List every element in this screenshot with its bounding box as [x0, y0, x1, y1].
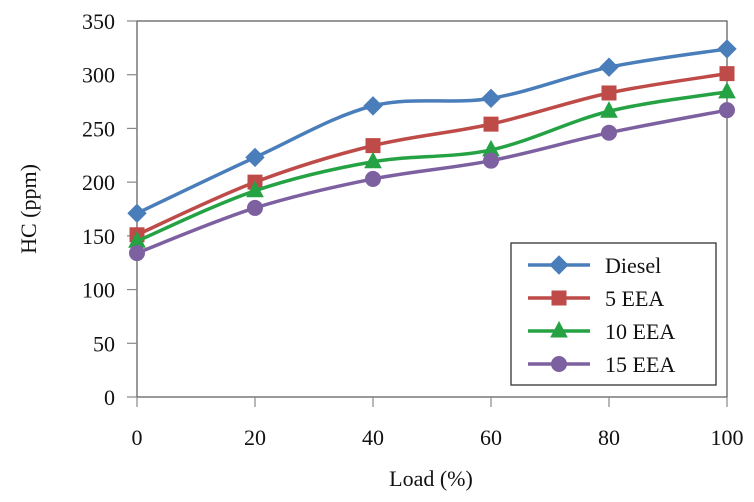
series-line-15-eea — [136, 108, 728, 255]
y-tick-label: 100 — [82, 278, 115, 303]
data-point-diesel — [127, 203, 147, 224]
x-tick-label: 40 — [362, 425, 384, 450]
y-tick-label: 300 — [82, 63, 115, 88]
legend-item-diesel: Diesel — [528, 253, 661, 278]
x-tick-label: 100 — [711, 425, 744, 450]
data-point-15-eea — [247, 199, 263, 216]
legend-item-15-eea: 15 EEA — [528, 352, 675, 377]
legend-label: 5 EEA — [605, 286, 664, 311]
x-axis-label: Load (%) — [389, 466, 473, 491]
series-line-10-eea — [136, 90, 728, 243]
x-tick-label: 20 — [244, 425, 266, 450]
data-point-10-eea — [364, 151, 382, 169]
x-tick-label: 80 — [598, 425, 620, 450]
data-point-5-eea — [483, 116, 499, 132]
series-line-diesel — [136, 47, 728, 215]
legend-label: Diesel — [605, 253, 661, 278]
legend-marker-icon — [551, 356, 567, 372]
x-tick-label: 60 — [480, 425, 502, 450]
y-tick-label: 150 — [82, 224, 115, 249]
series-15-eea — [129, 102, 735, 262]
data-point-10-eea — [246, 180, 264, 198]
data-point-15-eea — [601, 124, 617, 141]
data-point-15-eea — [129, 245, 145, 262]
y-tick-label: 200 — [82, 170, 115, 195]
y-axis-label: HC (ppm) — [16, 164, 41, 254]
data-point-15-eea — [719, 102, 735, 119]
data-point-diesel — [245, 147, 265, 168]
data-point-diesel — [481, 88, 501, 109]
y-tick-label: 350 — [82, 9, 115, 34]
y-tick-label: 50 — [93, 331, 115, 356]
data-point-5-eea — [601, 85, 617, 101]
legend-item-10-eea: 10 EEA — [528, 319, 675, 344]
legend-marker-icon — [549, 255, 569, 275]
legend-label: 15 EEA — [605, 352, 675, 377]
data-point-diesel — [599, 57, 619, 77]
legend-item-5-eea: 5 EEA — [528, 286, 664, 311]
series-diesel — [127, 39, 737, 224]
x-tick-label: 0 — [132, 425, 143, 450]
series-10-eea — [128, 81, 736, 248]
y-tick-label: 0 — [104, 385, 115, 410]
legend-label: 10 EEA — [605, 319, 675, 344]
data-point-10-eea — [600, 101, 618, 118]
legend-marker-icon — [550, 320, 568, 338]
data-point-5-eea — [365, 138, 381, 154]
data-point-15-eea — [365, 170, 381, 187]
data-point-5-eea — [719, 66, 735, 82]
data-point-10-eea — [718, 81, 736, 99]
series-5-eea — [129, 66, 735, 243]
series-line-5-eea — [136, 71, 728, 237]
y-tick-label: 250 — [82, 116, 115, 141]
data-point-diesel — [363, 96, 383, 116]
data-point-diesel — [717, 39, 737, 59]
data-point-15-eea — [483, 152, 499, 169]
legend-marker-icon — [551, 290, 567, 306]
